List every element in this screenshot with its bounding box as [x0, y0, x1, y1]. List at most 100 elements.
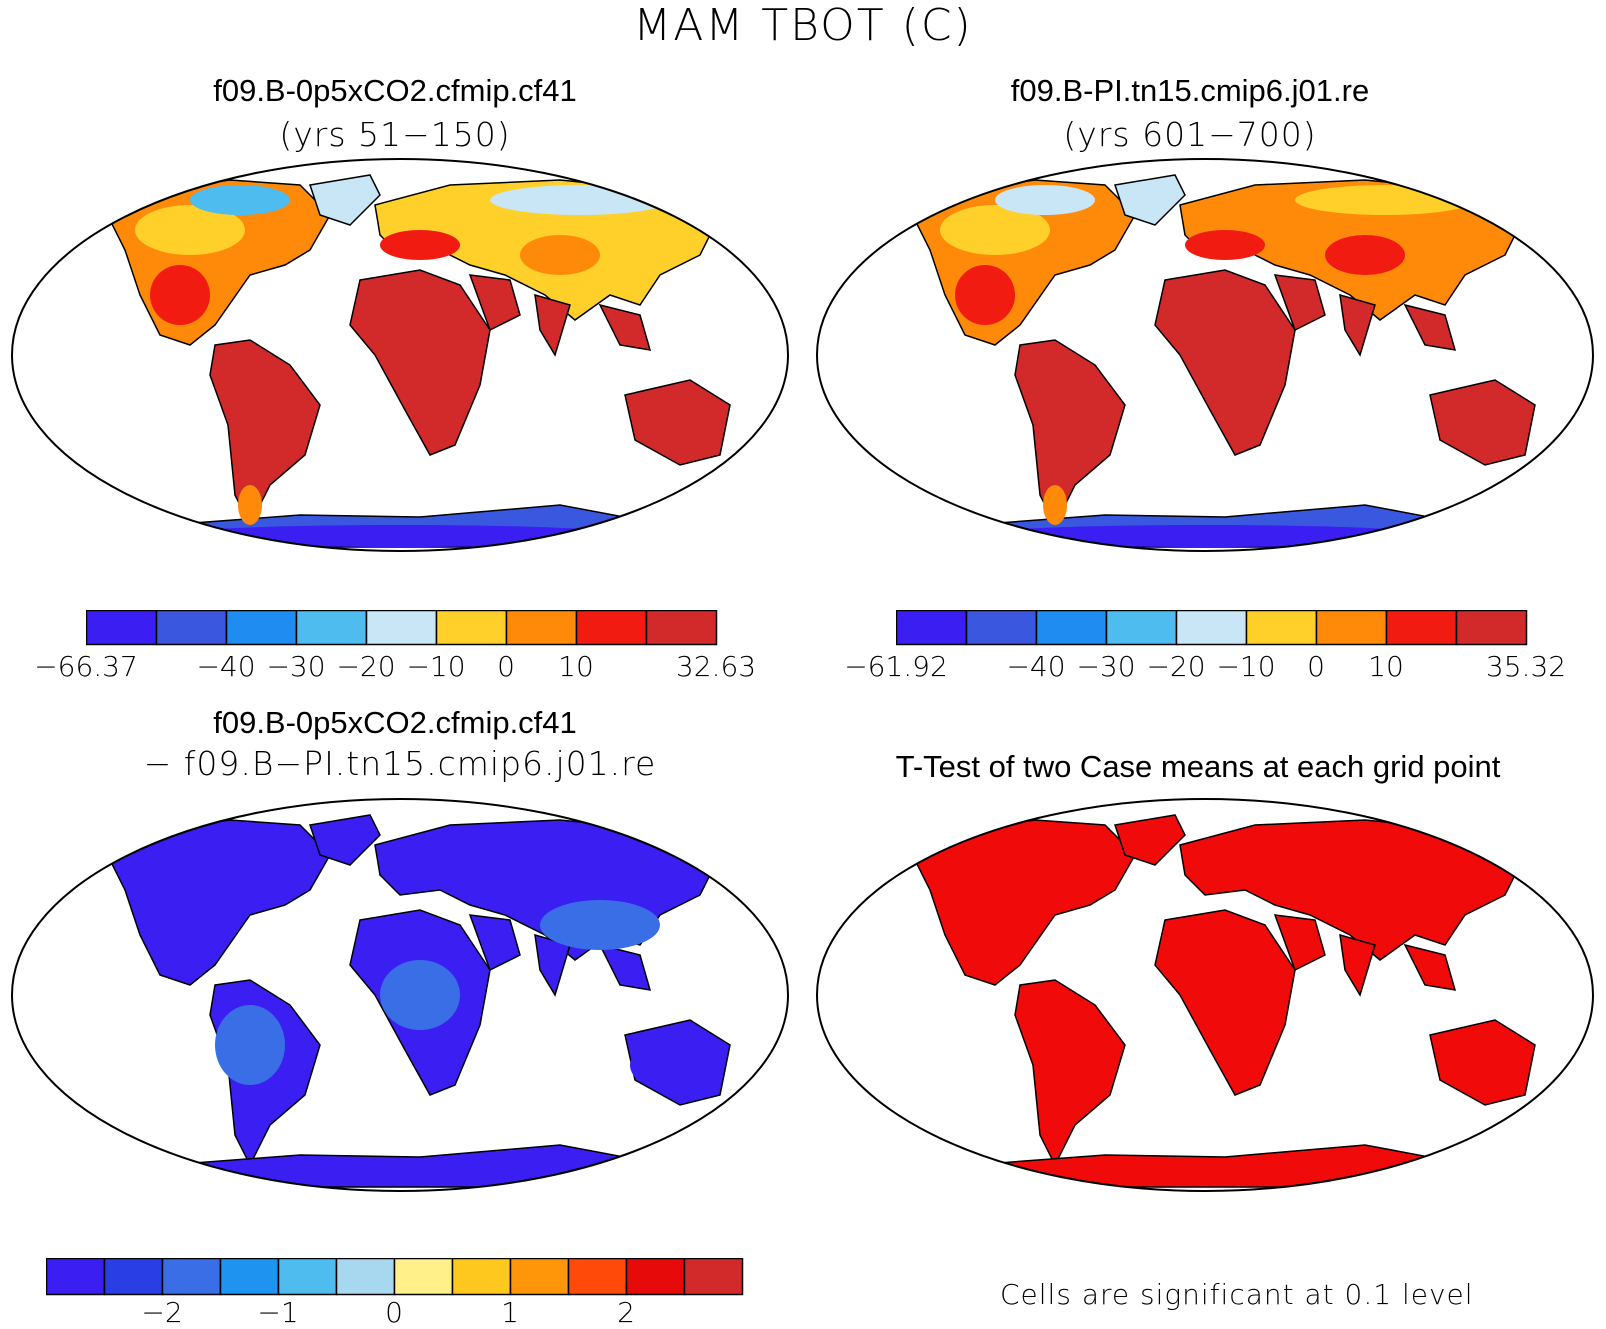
colorbar-case2-box-0 [896, 610, 968, 646]
figure-title: MAM TBOT (C) [633, 0, 973, 51]
colorbar-case1-box-7 [575, 610, 648, 646]
colorbar-difference-label: 0 [385, 1296, 403, 1329]
map-case2 [816, 158, 1594, 552]
case2-seAsia [1403, 303, 1457, 351]
difference-border [11, 798, 789, 1192]
colorbar-case2-label: −30 [1076, 650, 1136, 683]
colorbar-case1-label: 10 [558, 650, 594, 683]
panel-difference-subtitle: − f09.B−PI.tn15.cmip6.j01.re [143, 744, 657, 783]
case2-border [816, 158, 1594, 552]
case1-australia [624, 379, 731, 466]
case1-greenland [309, 174, 381, 226]
colorbar-case2-label: −10 [1216, 650, 1276, 683]
colorbar-difference-box-2 [161, 1258, 222, 1296]
ttest-land-group [908, 814, 1536, 1188]
panel-ttest-title: T-Test of two Case means at each grid po… [895, 749, 1501, 784]
difference-seAsia [598, 943, 652, 991]
difference-arabia [468, 914, 521, 972]
case1-shade-2 [150, 265, 210, 325]
colorbar-case2-box-3 [1105, 610, 1178, 646]
colorbar-difference-box-6 [393, 1258, 454, 1296]
colorbar-difference-label: −1 [257, 1296, 299, 1329]
colorbar-case2-label: −61.92 [844, 650, 948, 683]
colorbar-difference [46, 1258, 744, 1296]
colorbar-case1-label: 32.63 [675, 650, 757, 683]
colorbar-case1 [86, 610, 718, 646]
case1-shade-6 [380, 230, 460, 260]
colorbar-case2-label: −40 [1006, 650, 1066, 683]
colorbar-case1-label: −20 [336, 650, 396, 683]
difference-land-group [103, 814, 731, 1188]
difference-shade-0 [380, 960, 460, 1030]
case1-shade-0 [135, 205, 245, 255]
colorbar-case2-box-8 [1455, 610, 1528, 646]
ttest-australia [1429, 1019, 1536, 1106]
case1-border [11, 158, 789, 552]
colorbar-difference-label: −2 [141, 1296, 183, 1329]
colorbar-case1-box-1 [155, 610, 228, 646]
colorbar-difference-box-9 [567, 1258, 628, 1296]
ttest-border [816, 798, 1594, 1192]
ttest-arabia [1273, 914, 1326, 972]
colorbar-difference-label: 1 [501, 1296, 519, 1329]
difference-greenland [309, 814, 381, 866]
case1-shade-4 [490, 185, 670, 215]
colorbar-case2-box-1 [965, 610, 1038, 646]
panel-case2-subtitle: (yrs 601−700) [1063, 115, 1317, 154]
colorbar-case1-box-0 [86, 610, 158, 646]
case2-shade-0 [940, 205, 1050, 255]
colorbar-case1-box-4 [365, 610, 438, 646]
colorbar-difference-box-5 [335, 1258, 396, 1296]
case2-shade-6 [1185, 230, 1265, 260]
colorbar-difference-box-4 [277, 1258, 338, 1296]
case2-southAmerica [1014, 339, 1126, 527]
colorbar-difference-box-1 [103, 1258, 164, 1296]
case2-shade-8 [1043, 485, 1067, 525]
significance-note: Cells are significant at 0.1 level [1000, 1278, 1474, 1311]
case1-shade-1 [190, 185, 290, 215]
ttest-seAsia [1403, 943, 1457, 991]
ttest-greenland [1114, 814, 1186, 866]
difference-shade-3 [630, 1040, 710, 1090]
ttest-northAmerica [908, 819, 1136, 986]
colorbar-case1-box-5 [435, 610, 508, 646]
case1-shade-8 [238, 485, 262, 525]
difference-shade-1 [215, 1005, 285, 1085]
colorbar-case2-box-7 [1385, 610, 1458, 646]
map-ttest [816, 798, 1594, 1192]
case2-shade-5 [1325, 235, 1405, 275]
case2-australia [1429, 379, 1536, 466]
case1-africa [349, 269, 491, 456]
colorbar-case2-label: −20 [1146, 650, 1206, 683]
panel-case1-subtitle: (yrs 51−150) [279, 115, 511, 154]
case1-shade-5 [520, 235, 600, 275]
colorbar-case2-box-2 [1035, 610, 1108, 646]
colorbar-case1-label: −30 [266, 650, 326, 683]
colorbar-difference-box-3 [219, 1258, 280, 1296]
colorbar-difference-label: 2 [617, 1296, 635, 1329]
difference-shade-2 [540, 900, 660, 950]
ttest-india [1339, 933, 1376, 997]
colorbar-case1-label: −10 [406, 650, 466, 683]
case1-southAmerica [209, 339, 321, 527]
case2-india [1339, 293, 1376, 357]
colorbar-case2-box-5 [1245, 610, 1318, 646]
colorbar-case1-label: −66.37 [34, 650, 138, 683]
case2-greenland [1114, 174, 1186, 226]
map-difference [11, 798, 789, 1192]
colorbar-case2-label: 35.32 [1485, 650, 1567, 683]
colorbar-case1-box-2 [225, 610, 298, 646]
panel-case2-title: f09.B-PI.tn15.cmip6.j01.re [1010, 73, 1370, 108]
colorbar-case1-box-6 [505, 610, 578, 646]
colorbar-difference-box-7 [451, 1258, 512, 1296]
case2-shade-1 [995, 185, 1095, 215]
colorbar-case1-box-8 [645, 610, 718, 646]
colorbar-case2-label: 0 [1307, 650, 1325, 683]
colorbar-case2-label: 10 [1368, 650, 1404, 683]
panel-difference-title: f09.B-0p5xCO2.cfmip.cf41 [213, 705, 577, 740]
case1-land-group [103, 174, 731, 548]
panel-case1-title: f09.B-0p5xCO2.cfmip.cf41 [213, 73, 577, 108]
map-case1 [11, 158, 789, 552]
ttest-africa [1154, 909, 1296, 1096]
colorbar-difference-box-11 [683, 1258, 744, 1296]
